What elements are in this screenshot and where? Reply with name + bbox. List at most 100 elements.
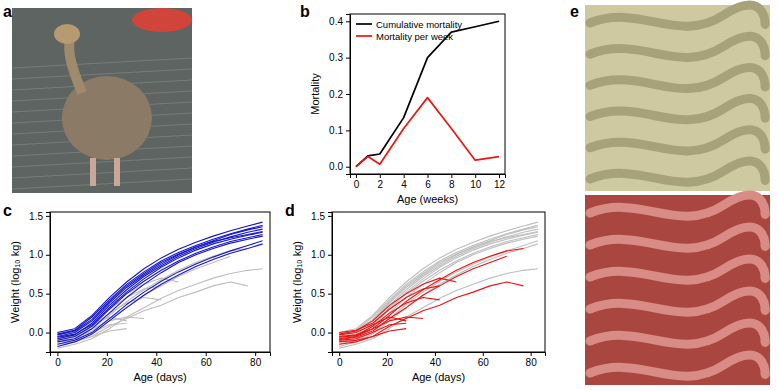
tick-label: 2	[378, 179, 384, 190]
axis-line	[51, 353, 271, 357]
series-line	[339, 256, 507, 339]
plot-frame	[332, 212, 545, 352]
photo-shape	[590, 99, 765, 120]
tick-label: 10	[470, 179, 482, 190]
tick: 1.5	[29, 211, 50, 222]
tick: 40	[430, 352, 442, 368]
legend: Cumulative mortalityMortality per week	[356, 19, 462, 42]
plot-area	[356, 21, 499, 166]
tick-mark	[255, 352, 256, 356]
tick-mark	[483, 352, 484, 356]
series-line	[356, 98, 499, 167]
tick-mark	[346, 58, 350, 59]
axis-line	[346, 15, 351, 175]
photo-background	[12, 8, 192, 193]
y-axis: 0.00.51.01.5	[311, 211, 332, 353]
figure: abcde0246810120.00.10.20.30.4Age (weeks)…	[0, 0, 778, 390]
tick: 0.2	[329, 89, 350, 100]
x-axis-title: Age (days)	[412, 371, 465, 383]
tick: 60	[201, 352, 213, 368]
axis-line	[46, 213, 51, 353]
tick: 8	[449, 174, 455, 190]
plot-frame	[350, 14, 505, 174]
tick-label: 0.1	[329, 125, 343, 136]
legend-label: Mortality per week	[376, 31, 453, 42]
series-line	[339, 229, 538, 339]
tick-label: 40	[151, 357, 163, 368]
series-line	[339, 282, 523, 344]
tick: 1.0	[311, 249, 332, 260]
tick-label: 0	[337, 357, 343, 368]
tick: 2	[378, 174, 384, 190]
series-line	[339, 317, 406, 335]
photo-background	[585, 5, 770, 191]
tick-mark	[46, 216, 50, 217]
tick: 0.4	[329, 16, 350, 27]
x-axis-title: Age (days)	[133, 371, 186, 383]
tick-label: 0	[354, 179, 360, 190]
panel-label: c	[3, 202, 12, 219]
tick-mark	[46, 255, 50, 256]
tick-mark	[328, 333, 332, 334]
tick-mark	[339, 352, 340, 356]
tick-label: 0	[55, 357, 61, 368]
tick-mark	[387, 352, 388, 356]
series-line	[339, 235, 538, 341]
y-axis: 0.00.51.01.5	[29, 211, 50, 353]
tick-mark	[475, 174, 476, 178]
photo-shape	[590, 161, 765, 182]
tick-mark	[107, 352, 108, 356]
photo-shape	[590, 355, 765, 376]
tick-label: 1.0	[311, 249, 325, 260]
legend-swatch	[356, 35, 372, 37]
photo-grid	[12, 179, 192, 189]
tick-label: 20	[102, 357, 114, 368]
x-axis: 0 20 40 60 80	[51, 352, 271, 368]
tick-mark	[531, 352, 532, 356]
photo-shape	[132, 8, 192, 32]
tick-label: 0.3	[329, 52, 343, 63]
photo-shape	[590, 36, 765, 57]
series-line	[339, 298, 440, 338]
tick-label: 0.0	[329, 161, 343, 172]
tick-label: 60	[478, 357, 490, 368]
chart: 0246810120.00.10.20.30.4Age (weeks)Morta…	[309, 14, 506, 205]
tick: 10	[470, 174, 482, 190]
photo-grid	[12, 168, 192, 178]
photo-shape	[54, 24, 80, 44]
axis-line	[351, 175, 506, 179]
panel-label: a	[3, 3, 12, 20]
tick-mark	[206, 352, 207, 356]
series-line	[339, 231, 538, 334]
tick-mark	[46, 294, 50, 295]
tick-label: 80	[250, 357, 262, 368]
series-line	[57, 241, 262, 344]
tick-label: 60	[201, 357, 213, 368]
tick-mark	[428, 174, 429, 178]
photo-grid	[12, 58, 192, 68]
y-axis-title: Mortality	[309, 73, 321, 115]
chart: 0204060800.00.51.01.5Age (days)Weight (l…	[291, 211, 546, 383]
tick-label: 40	[430, 357, 442, 368]
tick-mark	[346, 21, 350, 22]
tick-label: 80	[526, 357, 538, 368]
tick-mark	[46, 333, 50, 334]
panel-label: b	[300, 3, 310, 20]
tick-mark	[404, 174, 405, 178]
series-line	[57, 236, 262, 342]
tick-label: 8	[449, 179, 455, 190]
tick-mark	[356, 174, 357, 178]
tick-mark	[451, 174, 452, 178]
plot-area	[339, 222, 538, 348]
tick-mark	[328, 294, 332, 295]
panel-label: e	[570, 3, 579, 20]
chart: 0204060800.00.51.01.5Age (days)Weight (l…	[9, 211, 271, 383]
tick-label: 1.5	[311, 211, 325, 222]
tick: 1.0	[29, 249, 50, 260]
tick: 12	[494, 174, 506, 190]
y-axis-title: Weight (log₁₀ kg)	[291, 241, 303, 323]
tick: 0.0	[29, 327, 50, 338]
tick-label: 0.0	[311, 327, 325, 338]
tick-label: 6	[425, 179, 431, 190]
y-axis-title: Weight (log₁₀ kg)	[9, 241, 21, 323]
